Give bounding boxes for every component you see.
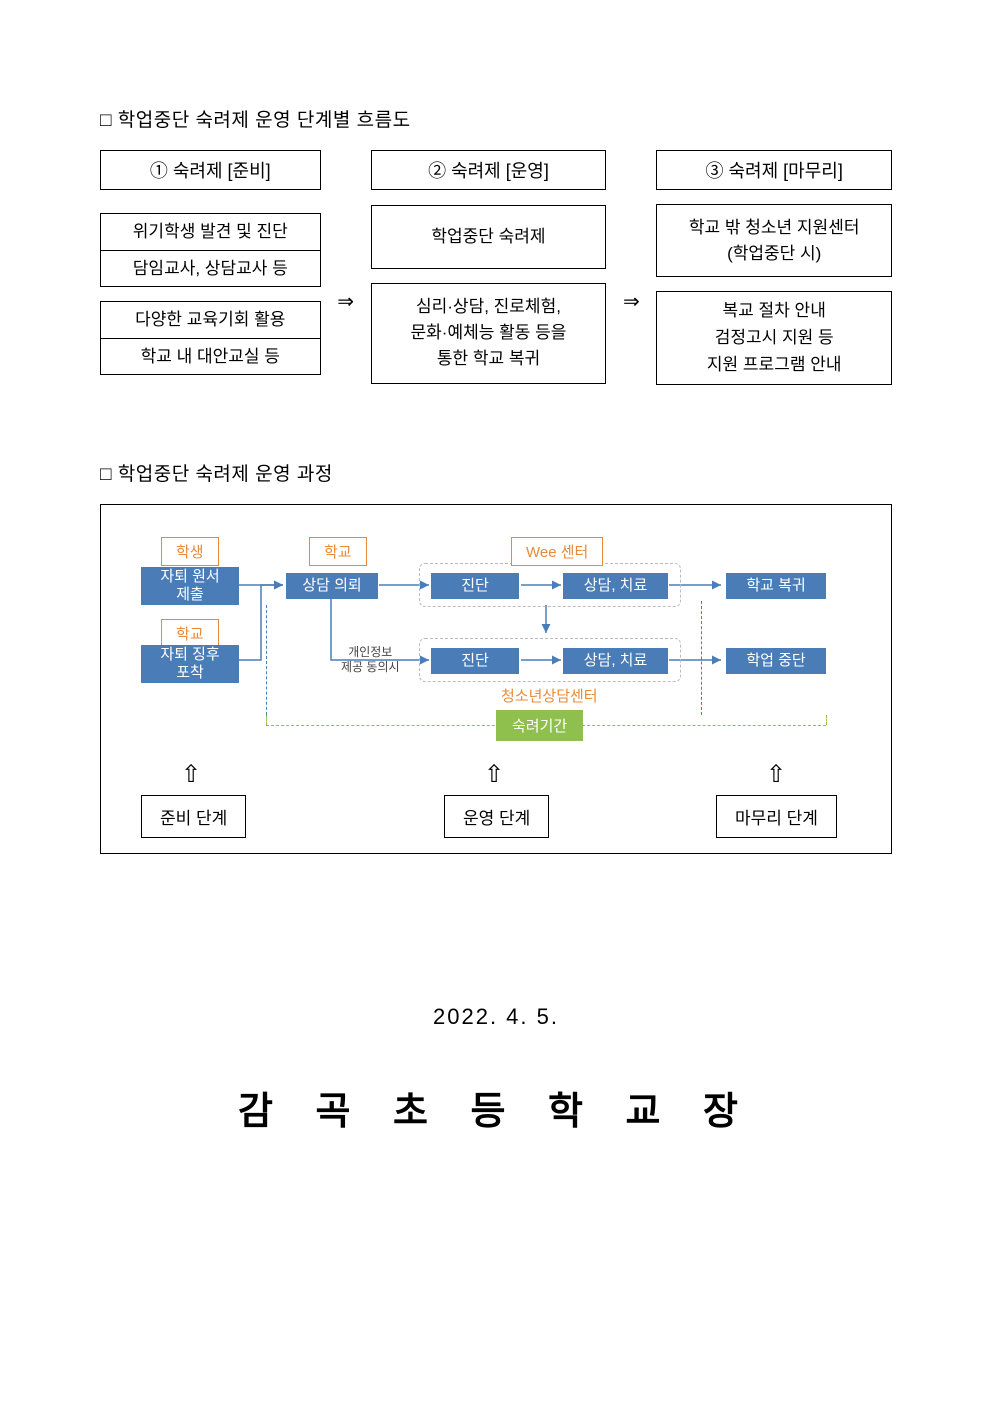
arrow2: ⇒	[606, 204, 656, 399]
process-frame: 학생 학교 학교 Wee 센터 청소년상담센터 자퇴 원서 제출 자퇴 징후 포…	[100, 504, 892, 854]
col2-box2-r1: 심리·상담, 진로체험, 문화·예체능 활동 등을 통한 학교 복귀	[372, 284, 606, 383]
node-return: 학교 복귀	[726, 573, 826, 599]
node-drop: 학업 중단	[726, 648, 826, 674]
chip-school1: 학교	[309, 537, 367, 566]
up-arrow-1: ⇧	[181, 760, 201, 789]
label-youth-center: 청소년상담센터	[501, 685, 598, 706]
footer-date: 2022. 4. 5.	[100, 1004, 892, 1030]
section2-title: □ 학업중단 숙려제 운영 과정	[100, 459, 892, 486]
stage-prep: 준비 단계	[141, 795, 246, 838]
footer-org: 감 곡 초 등 학 교 장	[100, 1080, 892, 1135]
col3-box1-r1: 학교 밖 청소년 지원센터 (학업중단 시)	[657, 205, 891, 276]
node-treat1: 상담, 치료	[563, 573, 668, 599]
col3-box1: 학교 밖 청소년 지원센터 (학업중단 시)	[656, 204, 892, 277]
section1-title: □ 학업중단 숙려제 운영 단계별 흐름도	[100, 105, 892, 132]
node-detect: 자퇴 징후 포착	[141, 645, 239, 683]
arrow1: ⇒	[321, 204, 371, 399]
note-consent: 개인정보 제공 동의시	[341, 645, 400, 676]
col1-box1-r2: 담임교사, 상담교사 등	[101, 250, 320, 287]
chip-school2: 학교	[161, 619, 219, 648]
col1-box1: 위기학생 발견 및 진단 담임교사, 상담교사 등	[100, 213, 321, 287]
chip-student: 학생	[161, 537, 219, 566]
col2-head: ② 숙려제 [운영]	[371, 150, 607, 190]
col1-box1-r1: 위기학생 발견 및 진단	[101, 214, 320, 250]
col2-box2: 심리·상담, 진로체험, 문화·예체능 활동 등을 통한 학교 복귀	[371, 283, 607, 384]
node-consult-req: 상담 의뢰	[286, 573, 378, 599]
flow-table: ① 숙려제 [준비] ② 숙려제 [운영] ③ 숙려제 [마무리] 위기학생 발…	[100, 150, 892, 399]
up-arrow-2: ⇧	[484, 760, 504, 789]
col3-box2: 복교 절차 안내 검정고시 지원 등 지원 프로그램 안내	[656, 291, 892, 385]
green-period: 숙려기간	[496, 710, 583, 741]
col1-box2: 다양한 교육기회 활용 학교 내 대안교실 등	[100, 301, 321, 375]
col1-head: ① 숙려제 [준비]	[100, 150, 321, 190]
col2-box1-r1: 학업중단 숙려제	[372, 206, 606, 268]
stage-operate: 운영 단계	[444, 795, 549, 838]
col1-box2-r1: 다양한 교육기회 활용	[101, 302, 320, 338]
node-submit: 자퇴 원서 제출	[141, 567, 239, 605]
col3-head: ③ 숙려제 [마무리]	[656, 150, 892, 190]
chip-wee: Wee 센터	[511, 537, 603, 566]
col2-box1: 학업중단 숙려제	[371, 205, 607, 269]
node-diag1: 진단	[431, 573, 519, 599]
node-treat2: 상담, 치료	[563, 648, 668, 674]
node-diag2: 진단	[431, 648, 519, 674]
col1-box2-r2: 학교 내 대안교실 등	[101, 338, 320, 375]
stage-finish: 마무리 단계	[716, 795, 837, 838]
up-arrow-3: ⇧	[766, 760, 786, 789]
col3-box2-r1: 복교 절차 안내 검정고시 지원 등 지원 프로그램 안내	[657, 292, 891, 384]
